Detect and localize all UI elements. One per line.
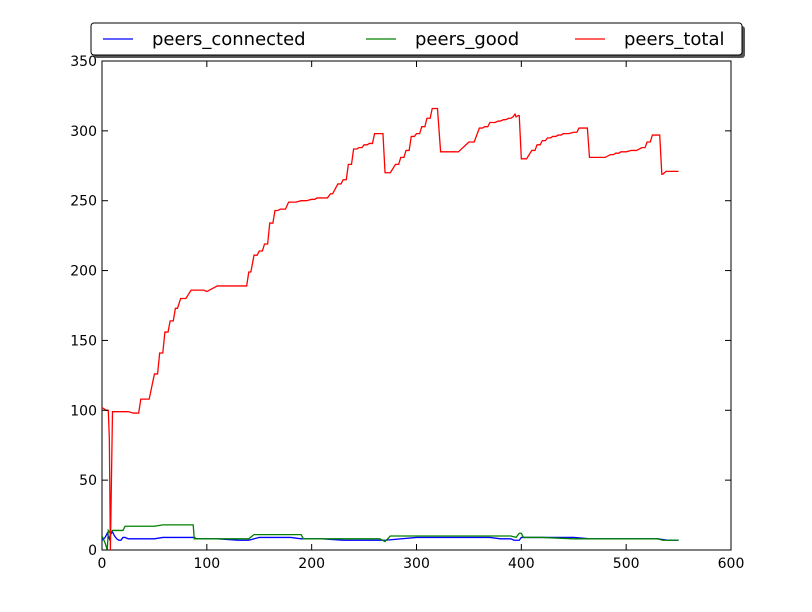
x-tick-label: 600 xyxy=(718,556,745,572)
x-tick-label: 0 xyxy=(98,556,107,572)
y-tick-label: 100 xyxy=(70,403,97,419)
y-tick-label: 300 xyxy=(70,124,97,140)
y-tick-label: 250 xyxy=(70,194,97,210)
legend: peers_connected peers_good peers_total xyxy=(90,22,745,58)
y-tick-label: 150 xyxy=(70,333,97,349)
legend-box xyxy=(90,22,743,56)
x-tick-label: 100 xyxy=(193,556,220,572)
legend-label-peers-good: peers_good xyxy=(415,29,519,50)
y-tick-label: 50 xyxy=(79,473,97,489)
x-tick-label: 400 xyxy=(508,556,535,572)
y-tick-label: 0 xyxy=(88,543,97,559)
series-line-peers-good xyxy=(102,524,679,550)
x-tick-label: 300 xyxy=(403,556,430,572)
series-layer xyxy=(102,107,679,550)
x-tick-label: 200 xyxy=(298,556,325,572)
y-tick-label: 350 xyxy=(70,54,97,70)
y-tick-label: 200 xyxy=(70,264,97,280)
legend-label-peers-connected: peers_connected xyxy=(152,29,306,50)
series-line-peers-total xyxy=(102,107,679,550)
x-tick-label: 500 xyxy=(613,556,640,572)
plot-area xyxy=(101,60,732,551)
ticks-layer: 0 100 200 300 400 500 600 0 50 100 150 200 250 300 350 xyxy=(70,54,744,572)
legend-label-peers-total: peers_total xyxy=(624,29,725,50)
